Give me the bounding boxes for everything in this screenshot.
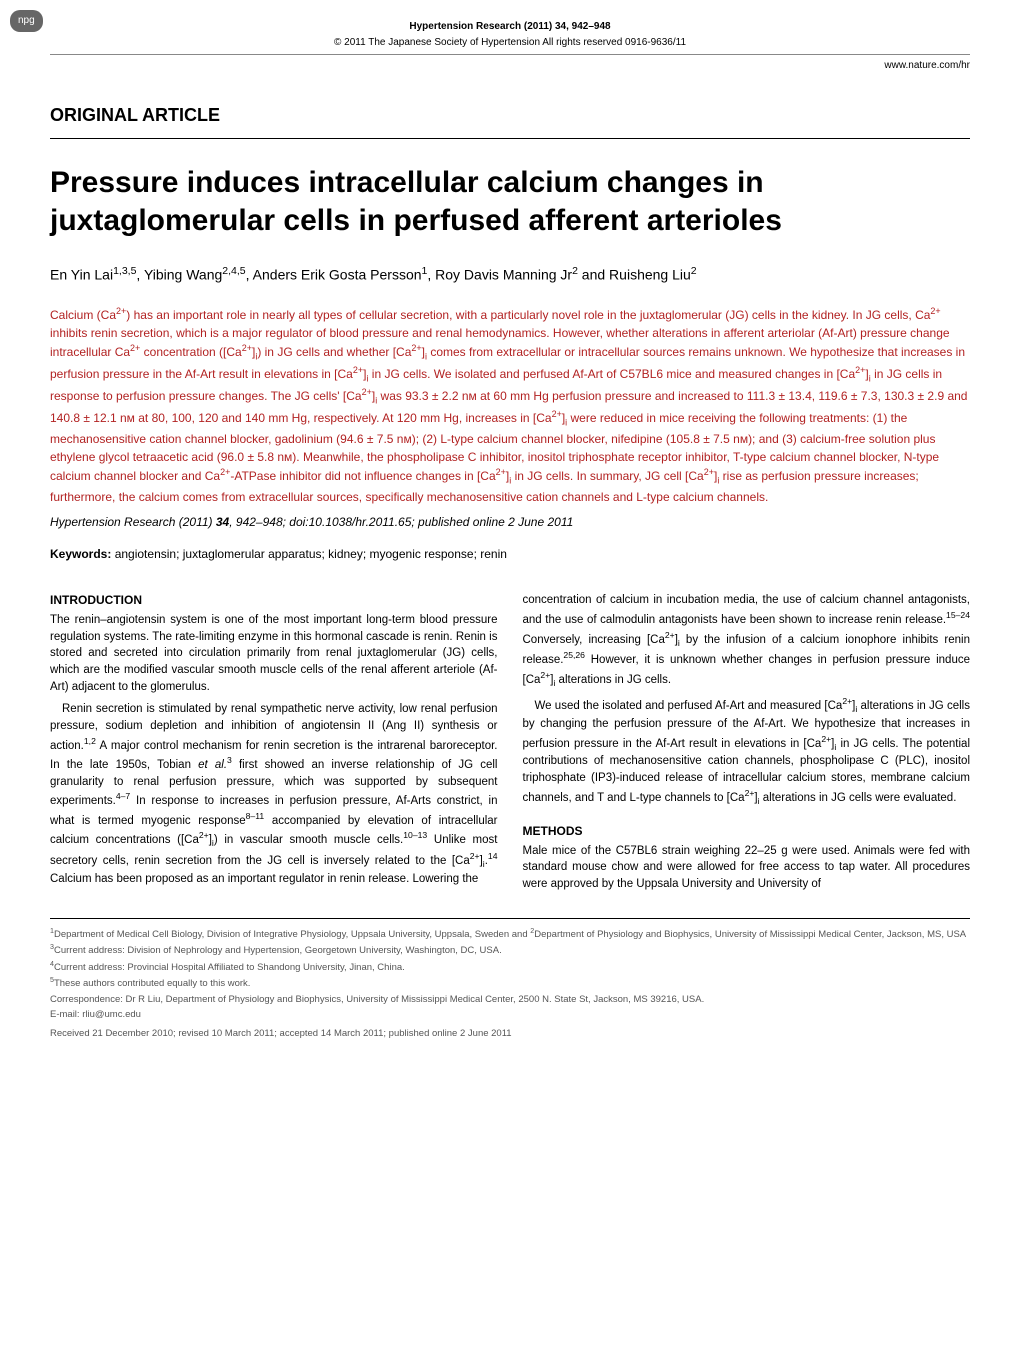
npg-badge: npg xyxy=(10,10,43,32)
footer-divider xyxy=(50,918,970,919)
affiliation-4: 4Current address: Provincial Hospital Af… xyxy=(50,960,970,974)
keywords-text: angiotensin; juxtaglomerular apparatus; … xyxy=(111,547,507,561)
introduction-col1: The renin–angiotensin system is one of t… xyxy=(50,612,498,887)
journal-line: Hypertension Research (2011) 34, 942–948 xyxy=(409,21,610,32)
right-column: concentration of calcium in incubation m… xyxy=(523,592,971,892)
received-dates: Received 21 December 2010; revised 10 Ma… xyxy=(50,1027,970,1040)
website-url: www.nature.com/hr xyxy=(50,59,970,73)
authors: En Yin Lai1,3,5, Yibing Wang2,4,5, Ander… xyxy=(50,264,970,285)
keywords: Keywords: angiotensin; juxtaglomerular a… xyxy=(50,546,970,563)
abstract: Calcium (Ca2+) has an important role in … xyxy=(50,305,970,505)
journal-header: Hypertension Research (2011) 34, 942–948 xyxy=(50,20,970,34)
introduction-col2: concentration of calcium in incubation m… xyxy=(523,592,971,807)
copyright-line: © 2011 The Japanese Society of Hypertens… xyxy=(50,36,970,50)
affiliation-3: 3Current address: Division of Nephrology… xyxy=(50,943,970,957)
methods-heading: METHODS xyxy=(523,823,971,840)
footer: 1Department of Medical Cell Biology, Div… xyxy=(50,927,970,1041)
email: E-mail: rliu@umc.edu xyxy=(50,1008,970,1021)
citation: Hypertension Research (2011) 34, 942–948… xyxy=(50,514,970,531)
affiliation-5: 5These authors contributed equally to th… xyxy=(50,976,970,990)
methods-col2: Male mice of the C57BL6 strain weighing … xyxy=(523,843,971,893)
affiliation-1-2: 1Department of Medical Cell Biology, Div… xyxy=(50,927,970,941)
introduction-heading: INTRODUCTION xyxy=(50,592,498,609)
title-divider xyxy=(50,138,970,139)
header-divider xyxy=(50,54,970,55)
article-title: Pressure induces intracellular calcium c… xyxy=(50,164,970,239)
keywords-label: Keywords: xyxy=(50,547,111,561)
correspondence: Correspondence: Dr R Liu, Department of … xyxy=(50,993,970,1006)
body-columns: INTRODUCTION The renin–angiotensin syste… xyxy=(50,592,970,892)
article-type: ORIGINAL ARTICLE xyxy=(50,103,970,128)
left-column: INTRODUCTION The renin–angiotensin syste… xyxy=(50,592,498,892)
